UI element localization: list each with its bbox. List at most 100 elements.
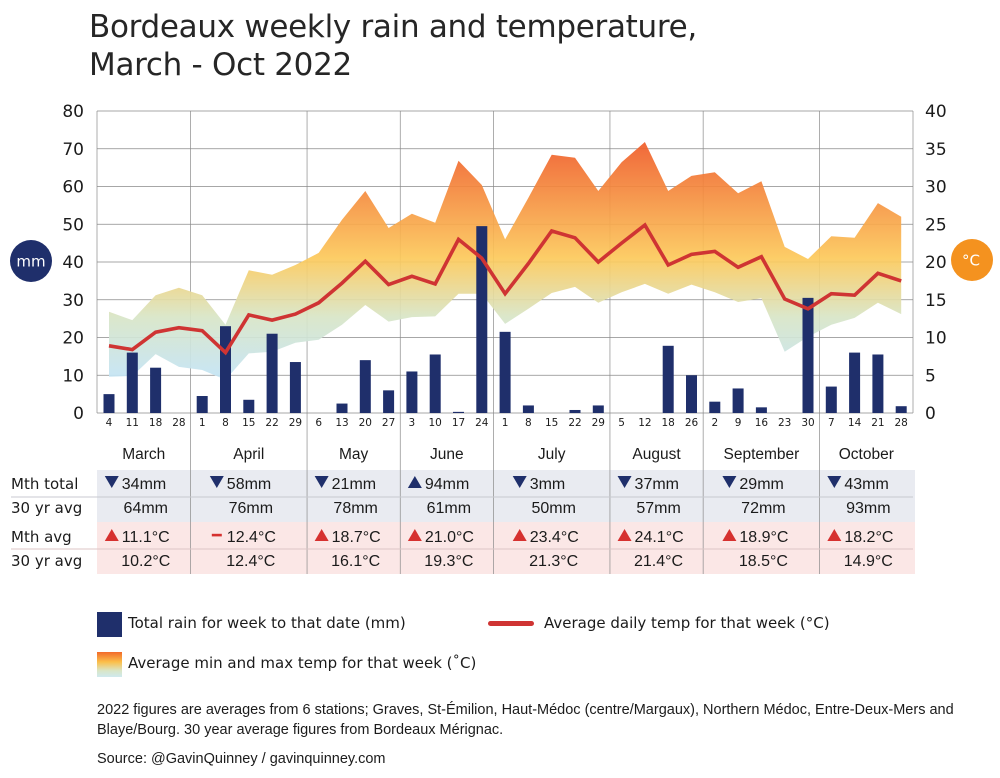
rain-total-value: 43mm xyxy=(844,476,888,493)
up-triangle-icon xyxy=(827,529,842,541)
week-tick-label: 22 xyxy=(568,417,581,429)
week-tick-label: 5 xyxy=(618,417,625,429)
down-triangle-icon xyxy=(827,476,842,488)
week-tick-label: 21 xyxy=(871,417,884,429)
temp-avg-value: 18.9°C xyxy=(739,529,788,546)
month-label: March xyxy=(122,446,165,463)
down-triangle-icon xyxy=(209,476,224,488)
up-triangle-icon xyxy=(407,476,422,488)
table-row-label: Mth avg xyxy=(11,528,72,546)
rain-bar xyxy=(103,394,115,413)
right-axis-tick-label: 10 xyxy=(925,329,947,349)
temp-30yr-avg-value: 19.3°C xyxy=(424,553,473,570)
table-background xyxy=(97,470,915,574)
rain-bar xyxy=(336,403,348,413)
up-triangle-icon xyxy=(314,529,329,541)
month-rain-total-cell: 94mm xyxy=(407,476,469,493)
rain-bar xyxy=(662,345,674,413)
week-tick-labels: 4 11 18 28 1 8 15 22 29 6 13 20 27 3 10 17 24 1 8 15 22 29 5 12… xyxy=(106,417,908,429)
legend-rain-label: Total rain for week to that date (mm) xyxy=(128,614,406,632)
rain-30yr-avg-value: 78mm xyxy=(333,500,377,517)
rain-bar xyxy=(266,333,278,413)
month-temp-avg-cell: 12.4°C xyxy=(211,529,276,546)
month-label: September xyxy=(723,446,799,463)
rain-bar xyxy=(872,354,884,413)
right-axis-tick-label: 40 xyxy=(925,102,947,122)
rain-30yr-avg-value: 72mm xyxy=(741,500,785,517)
legend-rain-swatch xyxy=(97,612,122,637)
left-axis-tick-label: 80 xyxy=(62,102,84,122)
rain-total-value: 21mm xyxy=(332,476,376,493)
temp-avg-value: 18.2°C xyxy=(844,529,893,546)
week-tick-label: 26 xyxy=(685,417,699,429)
up-triangle-icon xyxy=(104,529,119,541)
table-row-label: 30 yr avg xyxy=(11,552,82,570)
left-axis-tick-label: 30 xyxy=(62,291,84,311)
week-tick-label: 2 xyxy=(711,417,718,429)
week-tick-label: 12 xyxy=(638,417,651,429)
week-tick-label: 3 xyxy=(409,417,416,429)
temp-avg-value: 21.0°C xyxy=(425,529,474,546)
week-tick-label: 18 xyxy=(662,417,675,429)
rain-bar xyxy=(429,354,441,413)
month-rain-total-cell: 58mm xyxy=(209,476,271,493)
month-temp-avg-cell: 18.7°C xyxy=(314,529,381,546)
right-axis-tick-label: 35 xyxy=(925,140,947,160)
month-rain-total-cell: 43mm xyxy=(827,476,889,493)
up-triangle-icon xyxy=(722,529,737,541)
temp-30yr-avg-value: 14.9°C xyxy=(844,553,893,570)
up-triangle-icon xyxy=(512,529,527,541)
month-temp-avg-cell: 18.2°C xyxy=(827,529,893,546)
down-triangle-icon xyxy=(722,476,737,488)
temp-min-max-band xyxy=(109,142,902,380)
left-axis-tick-label: 60 xyxy=(62,178,84,198)
right-axis-tick-label: 15 xyxy=(925,291,947,311)
week-tick-label: 29 xyxy=(289,417,302,429)
rain-bar xyxy=(220,326,231,413)
down-triangle-icon xyxy=(512,476,527,488)
week-tick-label: 10 xyxy=(429,417,442,429)
up-triangle-icon xyxy=(407,529,422,541)
mm-badge-circle xyxy=(10,240,52,282)
rain-bar xyxy=(895,406,907,413)
celsius-badge-circle xyxy=(951,239,993,281)
left-axis-tick-label: 50 xyxy=(62,215,84,235)
rain-total-value: 34mm xyxy=(122,476,166,493)
month-rain-total-cell: 3mm xyxy=(512,476,566,493)
up-triangle-icon xyxy=(617,529,632,541)
monthly-summary-table: Mth total 30 yr avg Mth avg 30 yr avg 34mm 64… xyxy=(11,475,913,570)
rain-bar xyxy=(196,396,208,413)
mm-badge-label: mm xyxy=(16,253,45,271)
rain-30yr-avg-value: 93mm xyxy=(846,500,890,517)
week-tick-label: 4 xyxy=(106,417,113,429)
rain-rows-background xyxy=(97,470,915,522)
table-row-label: 30 yr avg xyxy=(11,499,82,517)
stations-note: 2022 figures are averages from 6 station… xyxy=(97,702,954,738)
down-triangle-icon xyxy=(617,476,632,488)
table-row-label: Mth total xyxy=(11,475,78,493)
temp-avg-value: 23.4°C xyxy=(530,529,579,546)
temp-band-area xyxy=(109,142,902,380)
month-label: April xyxy=(233,446,264,463)
rain-bar xyxy=(359,360,371,413)
week-tick-label: 29 xyxy=(592,417,605,429)
avg-temp-line xyxy=(108,222,902,356)
week-tick-label: 28 xyxy=(172,417,185,429)
chart-title-line-2: March - Oct 2022 xyxy=(89,47,352,83)
month-label: July xyxy=(538,446,566,463)
down-triangle-icon xyxy=(314,476,329,488)
temp-30yr-avg-value: 18.5°C xyxy=(739,553,788,570)
left-axis-tick-label: 20 xyxy=(62,329,84,349)
month-label: May xyxy=(339,446,369,463)
rain-total-value: 3mm xyxy=(530,476,566,493)
week-tick-label: 27 xyxy=(382,417,395,429)
rain-bar xyxy=(289,362,301,413)
rain-bar xyxy=(406,371,418,413)
week-tick-label: 16 xyxy=(755,417,769,429)
rain-bars xyxy=(103,226,907,413)
temp-avg-value: 12.4°C xyxy=(227,529,276,546)
rain-bar xyxy=(383,390,395,413)
temp-avg-value: 11.1°C xyxy=(122,529,170,546)
down-triangle-icon xyxy=(104,476,119,488)
